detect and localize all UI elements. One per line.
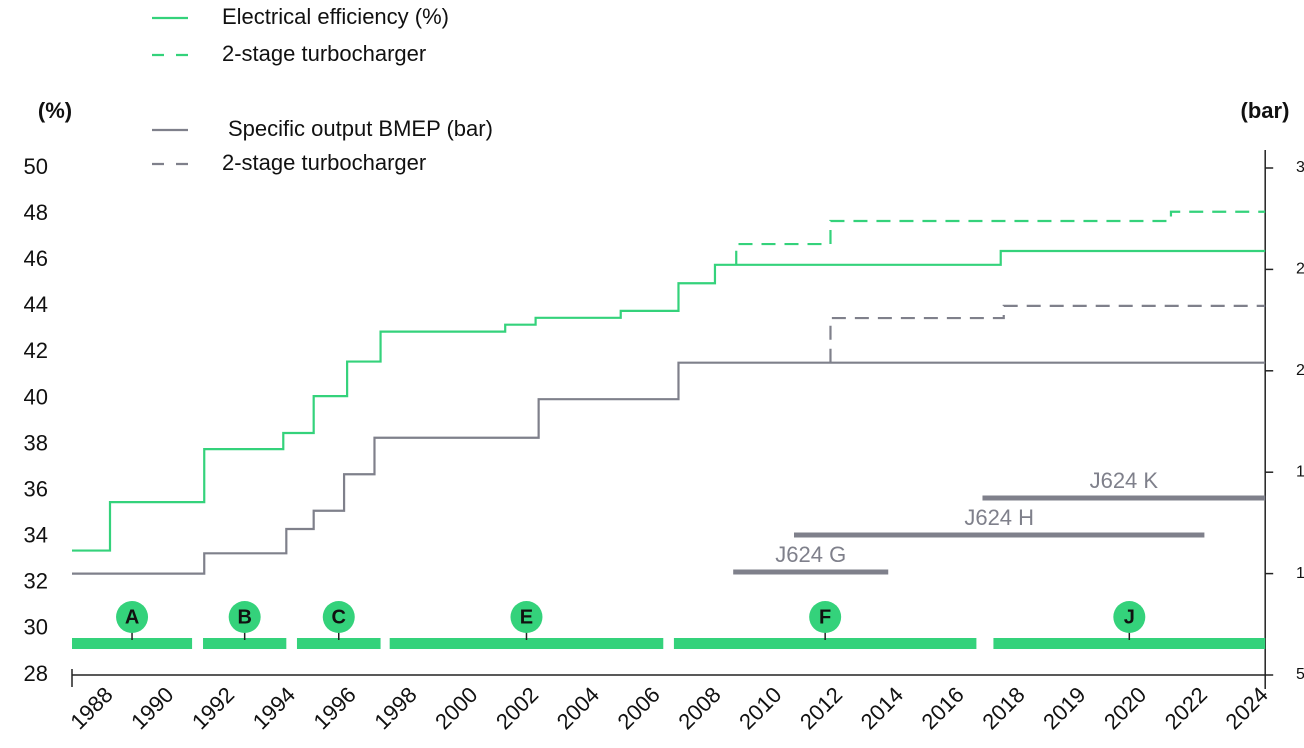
y2-axis-title: (bar) [1241, 98, 1290, 123]
generation-marker [1113, 601, 1146, 633]
series-line [72, 249, 1266, 552]
x-tick-label: 2016 [917, 682, 969, 734]
y-tick-label: 34 [24, 523, 48, 548]
x-tick-label: 2012 [795, 682, 847, 734]
legend-label: 2-stage turbocharger [222, 41, 426, 66]
y2-tick-label: 30 [1296, 159, 1304, 176]
x-tick-label: 2004 [552, 682, 604, 734]
x-tick-label: 1992 [187, 682, 239, 734]
y2-tick-label: 15 [1296, 463, 1304, 480]
generation-marker [228, 601, 261, 633]
y-axis-title: (%) [38, 98, 72, 123]
x-tick-label: 1990 [126, 682, 178, 734]
x-tick-label: 2000 [430, 682, 482, 734]
generation-label: F [819, 606, 831, 628]
generation-bar [72, 638, 193, 649]
y-tick-label: 30 [24, 615, 48, 640]
engine-label: J624 G [775, 542, 846, 567]
x-tick-label: 2022 [1160, 682, 1212, 734]
y-tick-label: 46 [24, 246, 48, 271]
series-line [72, 361, 1266, 575]
x-tick-label: 2002 [491, 682, 543, 734]
x-tick-label: 1996 [309, 682, 361, 734]
generation-bar [203, 638, 287, 649]
y-tick-label: 28 [24, 661, 48, 686]
y2-tick-label: 25 [1296, 261, 1304, 278]
generation-marker [510, 601, 543, 633]
x-tick-label: 2019 [1038, 682, 1090, 734]
generation-bar [993, 638, 1266, 649]
x-tick-label: 2006 [613, 682, 665, 734]
generation-marker [809, 601, 842, 633]
engine-label: J624 H [964, 505, 1034, 530]
engine-bar [982, 495, 1266, 501]
generation-marker [322, 601, 355, 633]
y-tick-label: 48 [24, 200, 48, 225]
generation-label: E [520, 606, 533, 628]
legend-label: 2-stage turbocharger [222, 150, 426, 175]
y-tick-label: 50 [24, 154, 48, 179]
generation-bar [296, 638, 381, 649]
y-tick-label: 38 [24, 430, 48, 455]
legend-label: Electrical efficiency (%) [222, 4, 449, 29]
y2-tick-label: 5 [1296, 666, 1304, 683]
x-tick-label: 2010 [734, 682, 786, 734]
y-tick-label: 44 [24, 292, 48, 317]
y2-tick-label: 10 [1296, 565, 1304, 582]
generation-label: J [1124, 606, 1135, 628]
x-tick-label: 1994 [248, 682, 300, 734]
series-line [735, 210, 1266, 265]
generation-marker [116, 601, 149, 633]
y-tick-label: 40 [24, 384, 48, 409]
generation-bar [389, 638, 664, 649]
x-tick-label: 1998 [369, 682, 421, 734]
generation-label: C [332, 606, 346, 628]
x-tick-label: 2008 [673, 682, 725, 734]
series-line [829, 304, 1266, 363]
x-tick-label: 1988 [65, 682, 117, 734]
y2-tick-label: 20 [1296, 362, 1304, 379]
generation-label: B [237, 606, 251, 628]
generation-bar [673, 638, 977, 649]
engine-bar [733, 569, 889, 575]
generation-label: A [125, 606, 139, 628]
x-tick-label: 2018 [977, 682, 1029, 734]
y-tick-label: 36 [24, 476, 48, 501]
x-tick-label: 2014 [856, 682, 908, 734]
engine-label: J624 K [1090, 468, 1159, 493]
engine-bar [794, 532, 1205, 538]
x-tick-label: 2024 [1221, 682, 1273, 734]
x-tick-label: 2020 [1099, 682, 1151, 734]
y-tick-label: 32 [24, 569, 48, 594]
legend-label: Specific output BMEP (bar) [228, 116, 493, 141]
y-tick-label: 42 [24, 338, 48, 363]
